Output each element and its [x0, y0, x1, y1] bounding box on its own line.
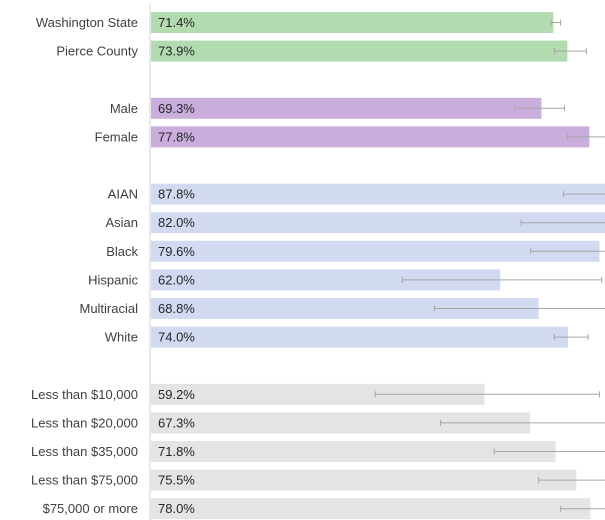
bar: [151, 126, 590, 148]
value-label: 82.0%: [158, 215, 195, 230]
category-label: Female: [95, 129, 138, 144]
category-label: Washington State: [36, 15, 138, 30]
chart-rows: Washington State 71.4% Pierce County 73.9% M…: [31, 12, 605, 520]
value-label: 71.8%: [158, 444, 195, 459]
bar: [151, 498, 591, 520]
bar: [151, 212, 605, 234]
category-label: Pierce County: [56, 44, 138, 59]
value-label: 74.0%: [158, 330, 195, 345]
category-label: Less than $75,000: [31, 473, 138, 488]
value-label: 87.8%: [158, 187, 195, 202]
category-label: Male: [110, 101, 138, 116]
bar: [151, 40, 568, 62]
value-label: 77.8%: [158, 129, 195, 144]
category-label: Less than $20,000: [31, 415, 138, 430]
value-label: 59.2%: [158, 387, 195, 402]
bar: [151, 183, 605, 205]
category-label: White: [105, 330, 138, 345]
bar: [151, 12, 554, 33]
bar: [151, 269, 501, 291]
bar: [151, 383, 485, 405]
bar: [151, 412, 531, 434]
value-label: 75.5%: [158, 473, 195, 488]
value-label: 79.6%: [158, 244, 195, 259]
value-label: 69.3%: [158, 101, 195, 116]
category-label: Asian: [105, 215, 138, 230]
value-label: 71.4%: [158, 15, 195, 30]
bar: [151, 326, 568, 348]
category-label: Less than $10,000: [31, 387, 138, 402]
bar: [151, 240, 600, 262]
category-label: $75,000 or more: [43, 501, 138, 516]
bar: [151, 97, 542, 119]
category-label: Hispanic: [88, 272, 138, 287]
category-label: Multiracial: [79, 301, 138, 316]
category-label: Less than $35,000: [31, 444, 138, 459]
bar: [151, 469, 577, 491]
category-label: AIAN: [108, 187, 138, 202]
value-label: 78.0%: [158, 501, 195, 516]
value-label: 68.8%: [158, 301, 195, 316]
value-label: 62.0%: [158, 272, 195, 287]
bar: [151, 298, 539, 319]
value-label: 73.9%: [158, 44, 195, 59]
bar: [151, 441, 556, 462]
category-label: Black: [106, 244, 138, 259]
value-label: 67.3%: [158, 415, 195, 430]
